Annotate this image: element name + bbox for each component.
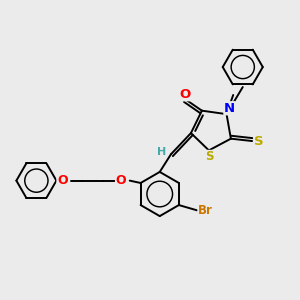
Text: Br: Br: [198, 204, 213, 217]
Text: N: N: [224, 102, 235, 115]
Text: O: O: [116, 173, 126, 187]
Text: S: S: [205, 150, 214, 164]
Text: O: O: [179, 88, 191, 101]
Text: H: H: [157, 147, 166, 157]
Text: O: O: [57, 173, 68, 187]
Text: S: S: [254, 134, 263, 148]
